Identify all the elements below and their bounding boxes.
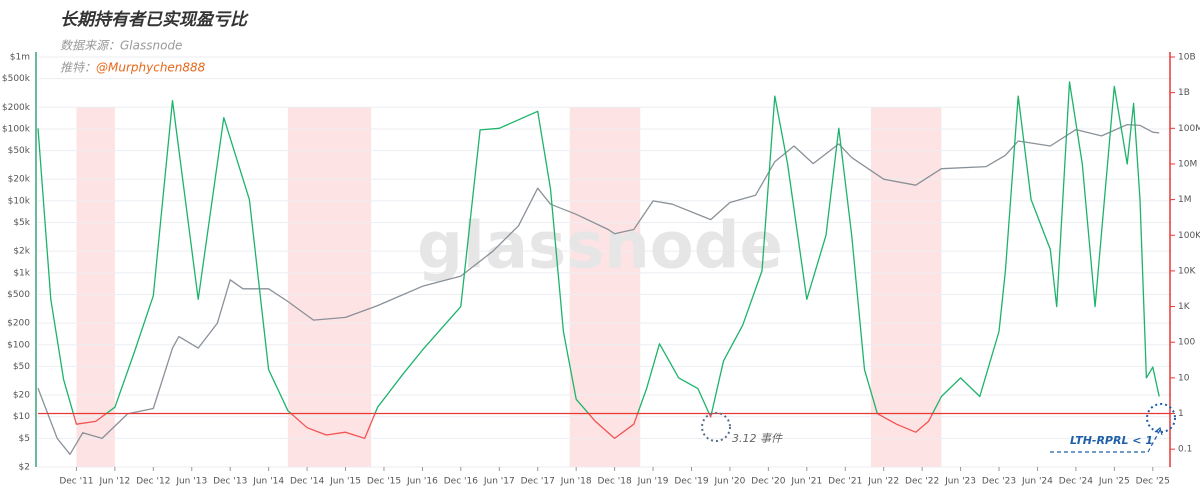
x-tick-label: Dec '16 [444, 477, 478, 487]
y-tick-label: $50 [13, 362, 30, 372]
x-tick-label: Jun '24 [1021, 477, 1053, 487]
credit-label: 推特： [60, 61, 96, 75]
y2-tick-label: 0.1 [1178, 445, 1192, 455]
x-tick-label: Jun '16 [406, 477, 438, 487]
x-tick-label: Dec '25 [1136, 477, 1170, 487]
y2-tick-label: 1 [1178, 409, 1184, 419]
x-tick-label: Jun '13 [175, 477, 207, 487]
y2-tick-label: 100K [1178, 231, 1200, 241]
y-tick-label: $100k [2, 124, 31, 134]
y-tick-label: $5 [19, 434, 30, 444]
credit-handle: @Murphychen888 [96, 61, 206, 75]
y2-tick-label: 1K [1178, 302, 1191, 312]
x-tick-label: Dec '14 [290, 477, 324, 487]
x-tick-label: Dec '17 [521, 477, 555, 487]
target-circle [1146, 403, 1176, 433]
y2-tick-label: 1M [1178, 195, 1192, 205]
y-tick-label: $5k [13, 218, 30, 228]
x-tick-label: Dec '22 [905, 477, 939, 487]
highlight-band [76, 107, 115, 467]
arrow-head [1154, 426, 1163, 436]
watermark: glassnode [417, 210, 783, 284]
ratio-line [37, 81, 1160, 414]
x-tick-label: Dec '24 [1059, 477, 1093, 487]
x-tick-label: Jun '12 [98, 477, 130, 487]
y-tick-label: $1k [13, 268, 30, 278]
x-tick-label: Jun '19 [637, 477, 669, 487]
y-tick-label: $100 [7, 340, 30, 350]
highlight-band [287, 107, 372, 467]
annotation: LTH-RPRL < 1 [1070, 434, 1153, 447]
x-tick-label: Jun '15 [329, 477, 361, 487]
x-tick-label: Jun '14 [252, 477, 284, 487]
y2-tick-label: 10 [1178, 373, 1190, 383]
x-tick-label: Dec '23 [982, 477, 1016, 487]
highlight-band [569, 107, 641, 467]
y-tick-label: $20 [13, 391, 30, 401]
x-tick-label: Dec '13 [213, 477, 247, 487]
x-tick-label: Jun '23 [944, 477, 976, 487]
x-tick-label: Dec '11 [59, 477, 93, 487]
annotation-arrow [1050, 429, 1161, 453]
y-tick-label: $2k [13, 247, 30, 257]
y-tick-label: $1m [10, 53, 30, 63]
x-tick-label: Dec '15 [367, 477, 401, 487]
y-tick-label: $2 [19, 463, 30, 473]
x-tick-label: Jun '22 [867, 477, 899, 487]
y-tick-label: $200k [2, 103, 31, 113]
price-line [37, 123, 1160, 455]
y-tick-label: $50k [8, 146, 31, 156]
x-tick-label: Dec '12 [136, 477, 170, 487]
y2-tick-label: 10M [1178, 159, 1197, 169]
x-tick-label: Dec '19 [674, 477, 708, 487]
y-tick-label: $10 [13, 412, 30, 422]
x-tick-label: Jun '20 [714, 477, 746, 487]
y2-tick-label: 10B [1178, 53, 1196, 63]
x-tick-label: Jun '21 [790, 477, 822, 487]
y2-tick-label: 100 [1178, 338, 1195, 348]
highlight-band [870, 107, 942, 467]
annotation: 3.12 事件 [732, 432, 783, 445]
x-tick-label: Dec '20 [751, 477, 785, 487]
x-tick-label: Jun '18 [560, 477, 592, 487]
y-tick-label: $10k [8, 196, 31, 206]
y-tick-label: $20k [8, 175, 31, 185]
event-circle [701, 412, 731, 442]
x-tick-label: Dec '18 [598, 477, 632, 487]
x-tick-label: Dec '21 [828, 477, 862, 487]
y2-tick-label: 1B [1178, 88, 1190, 98]
x-tick-label: Jun '25 [1098, 477, 1130, 487]
x-tick-label: Jun '17 [483, 477, 515, 487]
y-tick-label: $500 [7, 290, 30, 300]
y2-tick-label: 10K [1178, 266, 1196, 276]
subtitle: 数据来源：Glassnode [60, 39, 182, 53]
y-tick-label: $500k [2, 74, 31, 84]
chart-title: 长期持有者已实现盈亏比 [60, 10, 249, 30]
y2-tick-label: 100M [1178, 124, 1200, 134]
y-tick-label: $200 [7, 319, 30, 329]
